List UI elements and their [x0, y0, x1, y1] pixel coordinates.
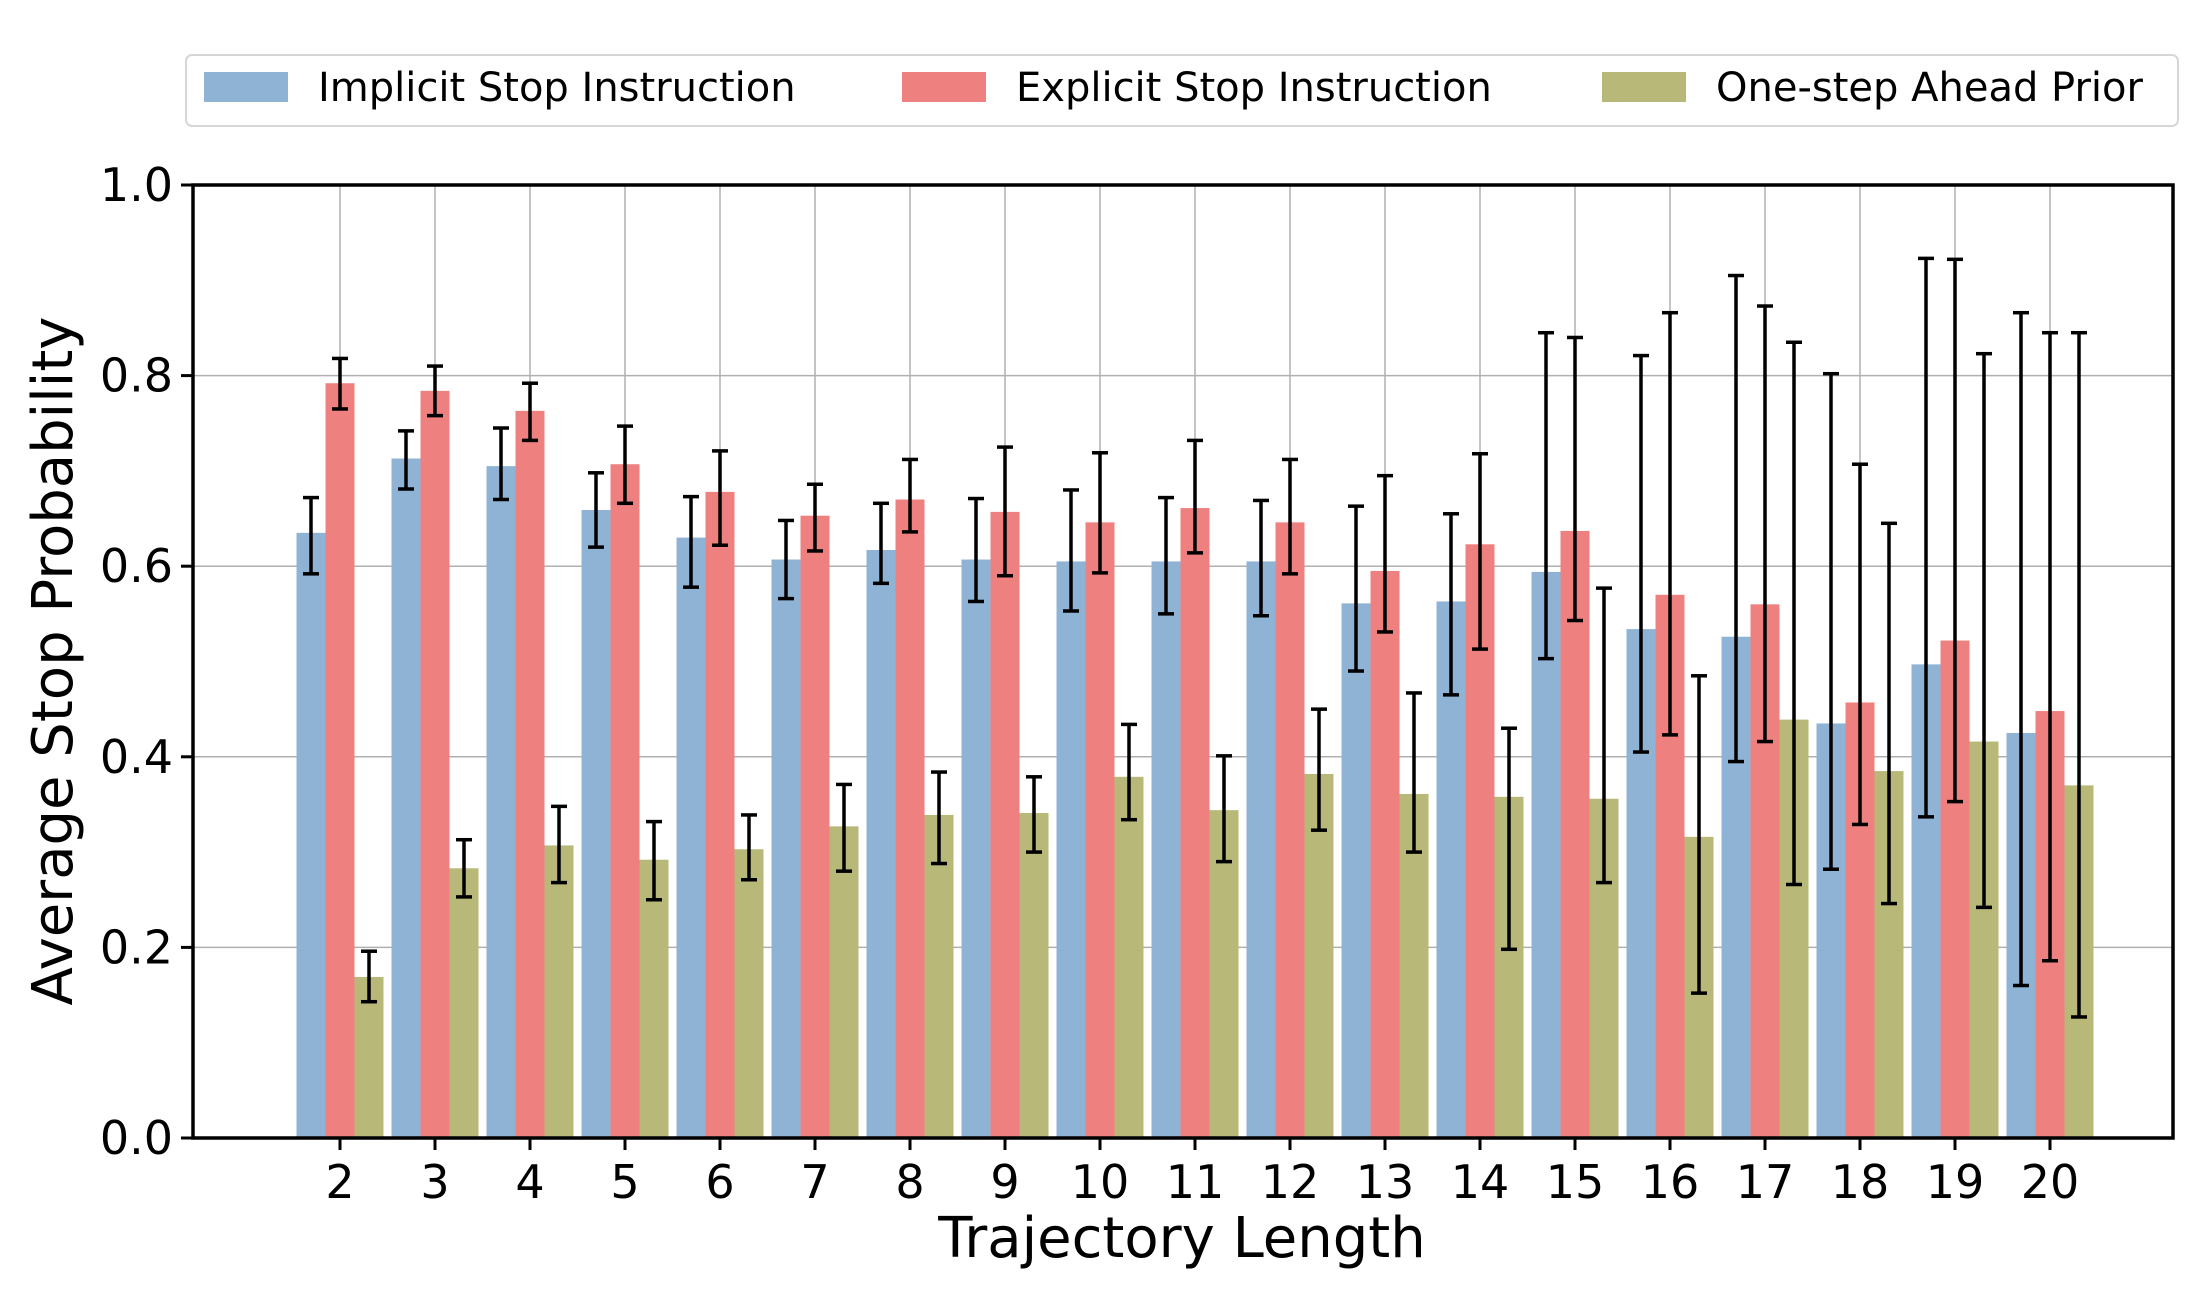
axis-ticks: 0.0 0.2 0.4 0.6 0.8 1.0 2 3 4 5 6 7 8 9 10 11 12 13 14 15 16… [100, 158, 2079, 1209]
bar [924, 814, 954, 1138]
y-tick-label: 1.0 [100, 158, 173, 212]
bar [1209, 810, 1239, 1138]
bar [449, 868, 479, 1138]
x-tick-label: 15 [1546, 1155, 1605, 1209]
bar [354, 976, 384, 1138]
x-tick-label: 9 [990, 1155, 1019, 1209]
bar [895, 499, 925, 1138]
x-tick-label: 11 [1166, 1155, 1225, 1209]
legend-swatch [204, 72, 288, 102]
legend-swatch [1602, 72, 1686, 102]
x-tick-label: 8 [895, 1155, 924, 1209]
plot-area-frame [191, 183, 2175, 1140]
bar [1180, 508, 1210, 1138]
y-tick-label: 0.8 [100, 349, 173, 403]
bar [1056, 561, 1086, 1138]
error-bars [303, 256, 2087, 1019]
y-tick-label: 0.6 [100, 539, 173, 593]
bar [771, 559, 801, 1138]
x-tick-label: 6 [705, 1155, 734, 1209]
x-tick-label: 3 [420, 1155, 449, 1209]
bar [866, 549, 896, 1138]
bar [800, 515, 830, 1138]
bar [1370, 570, 1400, 1138]
x-tick-label: 16 [1641, 1155, 1700, 1209]
bar [296, 532, 326, 1138]
x-tick-label: 19 [1926, 1155, 1985, 1209]
bar [515, 410, 545, 1139]
bar [1246, 561, 1276, 1138]
x-tick-label: 7 [800, 1155, 829, 1209]
x-tick-label: 4 [515, 1155, 544, 1209]
legend-swatch [902, 72, 986, 102]
bar [990, 511, 1020, 1138]
bar [1151, 561, 1181, 1138]
x-tick-label: 18 [1831, 1155, 1890, 1209]
y-tick-label: 0.4 [100, 730, 173, 784]
bar [420, 390, 450, 1138]
bar [1560, 530, 1590, 1138]
bar [1341, 603, 1371, 1138]
bar [1019, 813, 1049, 1138]
y-tick-label: 0.0 [100, 1111, 173, 1165]
bar [1085, 522, 1115, 1138]
bar [325, 383, 355, 1138]
x-tick-label: 17 [1736, 1155, 1795, 1209]
x-tick-label: 12 [1261, 1155, 1320, 1209]
x-axis-title: Trajectory Length [937, 1206, 1425, 1271]
x-tick-label: 10 [1071, 1155, 1130, 1209]
legend: Implicit Stop Instruction Explicit Stop I… [185, 54, 2179, 127]
bar [486, 466, 516, 1138]
bar [1304, 773, 1334, 1138]
bar [676, 537, 706, 1138]
bar [581, 509, 611, 1138]
bar [705, 491, 735, 1139]
x-tick-label: 14 [1451, 1155, 1510, 1209]
bar [391, 458, 421, 1138]
legend-label: Explicit Stop Instruction [1016, 65, 1492, 111]
y-tick-label: 0.2 [100, 920, 173, 974]
bar [1275, 522, 1305, 1138]
bar [1531, 571, 1561, 1138]
bar [829, 826, 859, 1138]
x-tick-label: 20 [2021, 1155, 2080, 1209]
bar [639, 859, 669, 1138]
legend-label: Implicit Stop Instruction [318, 65, 796, 111]
bar [961, 559, 991, 1138]
x-tick-label: 2 [325, 1155, 354, 1209]
legend-label: One-step Ahead Prior [1716, 65, 2144, 111]
bar [544, 845, 574, 1138]
bar [734, 849, 764, 1138]
bar [1114, 776, 1144, 1138]
x-tick-label: 13 [1356, 1155, 1415, 1209]
y-axis-title: Average Stop Probability [21, 317, 86, 1006]
x-tick-label: 5 [610, 1155, 639, 1209]
bar [610, 464, 640, 1138]
